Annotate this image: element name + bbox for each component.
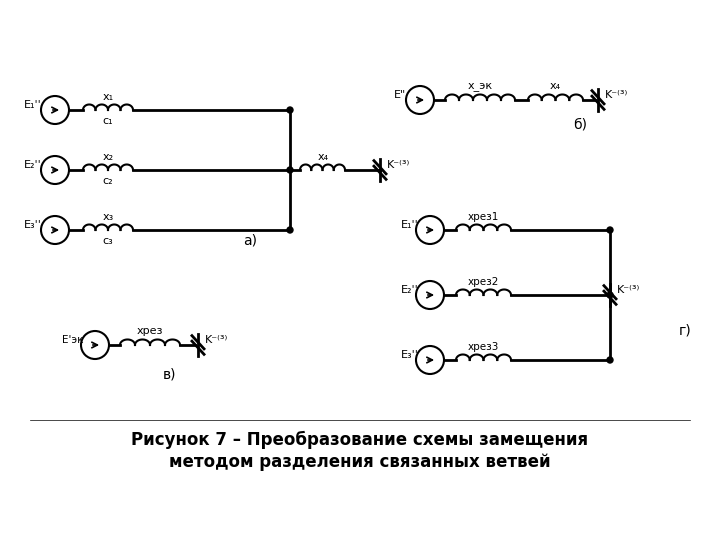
Text: x_эк: x_эк	[467, 81, 492, 91]
Text: E₃'': E₃''	[401, 350, 419, 360]
Text: б): б)	[573, 118, 587, 132]
Text: E₁'': E₁''	[401, 220, 419, 230]
Text: K⁻⁽³⁾: K⁻⁽³⁾	[616, 285, 639, 295]
Circle shape	[607, 227, 613, 233]
Circle shape	[607, 292, 613, 298]
Text: E'эк: E'эк	[62, 335, 84, 345]
Text: K⁻⁽³⁾: K⁻⁽³⁾	[204, 335, 228, 345]
Text: в): в)	[163, 368, 176, 382]
Text: c₃: c₃	[103, 236, 113, 246]
Text: x₄: x₄	[318, 152, 328, 162]
Text: а): а)	[243, 233, 257, 247]
Text: E": E"	[394, 90, 406, 100]
Text: x₄: x₄	[549, 81, 561, 91]
Text: x₃: x₃	[102, 212, 114, 222]
Text: г): г)	[679, 323, 691, 337]
Text: x₁: x₁	[102, 92, 114, 102]
Text: xрез3: xрез3	[467, 342, 499, 352]
Text: x₂: x₂	[102, 152, 114, 162]
Text: K⁻⁽³⁾: K⁻⁽³⁾	[387, 160, 410, 170]
Text: c₂: c₂	[103, 176, 113, 186]
Text: методом разделения связанных ветвей: методом разделения связанных ветвей	[169, 453, 551, 471]
Text: Рисунок 7 – Преобразование схемы замещения: Рисунок 7 – Преобразование схемы замещен…	[132, 431, 588, 449]
Text: E₁'': E₁''	[24, 100, 42, 110]
Text: xрез2: xрез2	[467, 277, 499, 287]
Text: xрез: xрез	[137, 326, 163, 336]
Text: E₃'': E₃''	[24, 220, 42, 230]
Text: c₁: c₁	[103, 116, 113, 126]
Circle shape	[607, 357, 613, 363]
Circle shape	[287, 167, 293, 173]
Circle shape	[287, 227, 293, 233]
Text: K⁻⁽³⁾: K⁻⁽³⁾	[604, 90, 628, 100]
Circle shape	[287, 107, 293, 113]
Text: E₂'': E₂''	[24, 160, 42, 170]
Text: xрез1: xрез1	[467, 212, 499, 222]
Text: E₂'': E₂''	[401, 285, 419, 295]
